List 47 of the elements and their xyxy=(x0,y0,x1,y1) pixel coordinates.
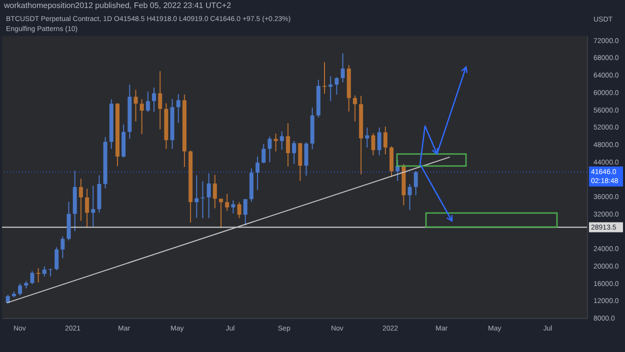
candlestick xyxy=(256,156,260,191)
candlestick xyxy=(298,142,302,182)
candlestick xyxy=(231,200,236,214)
candlestick xyxy=(396,160,400,182)
candlestick xyxy=(237,202,242,219)
candlestick xyxy=(377,127,382,156)
candlestick xyxy=(200,180,205,219)
candlestick xyxy=(176,94,180,124)
candlestick xyxy=(36,268,40,283)
candlestick xyxy=(304,142,308,176)
candlestick xyxy=(225,193,230,212)
candlestick xyxy=(85,188,90,228)
candlestick xyxy=(408,183,412,210)
candlestick xyxy=(340,52,345,83)
candlestick xyxy=(146,91,150,112)
candlestick xyxy=(194,174,199,218)
candlestick xyxy=(268,136,272,163)
candlestick xyxy=(414,170,418,196)
text: workathomeposition2012 published, Feb 05, 2022 23:41 UTC+2 xyxy=(4,0,232,12)
candlestick xyxy=(243,198,248,226)
candlestick xyxy=(371,132,376,156)
candlestick xyxy=(140,98,144,135)
candlestick xyxy=(389,146,394,178)
candlestick xyxy=(218,198,223,228)
candlestick xyxy=(91,185,96,227)
candlestick xyxy=(352,94,357,122)
candlestick xyxy=(134,89,138,122)
candlestick xyxy=(158,70,162,130)
candlestick xyxy=(206,173,211,219)
candlestick xyxy=(42,266,46,277)
candlestick xyxy=(334,76,339,96)
candlestick xyxy=(78,178,83,222)
candlestick xyxy=(365,127,370,148)
candlestick xyxy=(286,122,290,168)
candlestick xyxy=(322,62,327,94)
candlestick xyxy=(30,270,34,285)
candlestick xyxy=(280,130,284,150)
candlestick xyxy=(292,140,296,164)
candlestick xyxy=(212,174,217,209)
candlestick xyxy=(60,236,65,259)
candlestick xyxy=(262,144,266,164)
candlestick xyxy=(383,126,388,155)
candlestick xyxy=(274,133,278,152)
candlestick xyxy=(18,282,22,296)
candlestick xyxy=(152,87,156,112)
candlestick xyxy=(328,76,333,102)
candlestick xyxy=(54,246,59,271)
